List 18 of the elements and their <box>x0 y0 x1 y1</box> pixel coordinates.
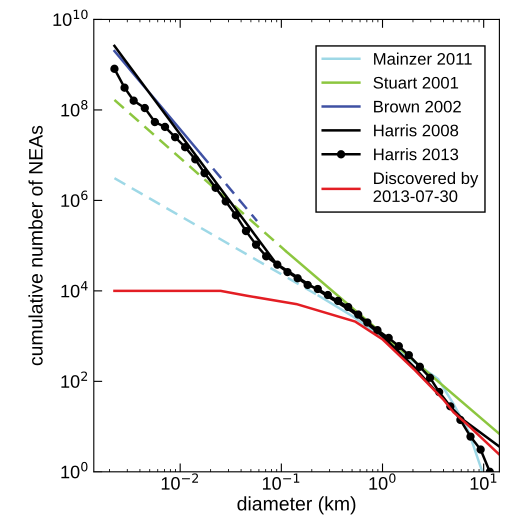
legend-label: Brown 2002 <box>374 100 461 113</box>
legend-label: Stuart 2001 <box>373 76 458 89</box>
y-tick-label: 10$^{4}$ <box>61 281 88 298</box>
y-tick-label: 10$^{10}$ <box>53 10 88 26</box>
x-tick-label: 10$^{1}$ <box>470 474 496 490</box>
x-tick-label: 10$^{0}$ <box>369 473 396 490</box>
y-tick-label: 10$^{2}$ <box>61 371 88 388</box>
legend-label: Discovered by 2013-07-30 <box>374 172 478 202</box>
x-tick-label: 10$^{−2}$ <box>162 473 198 490</box>
x-axis-title: diameter (km) <box>237 496 356 514</box>
legend-label: Harris 2008 <box>374 124 458 136</box>
legend-label: Harris 2013 <box>374 148 458 160</box>
y-tick-label: 10$^{0}$ <box>61 462 88 478</box>
y-tick-label: 10$^{6}$ <box>61 190 88 207</box>
y-axis-title: cumulative number of NEAs <box>28 126 43 366</box>
x-tick-label: 10$^{−1}$ <box>262 474 300 490</box>
legend-label: Mainzer 2011 <box>374 52 472 65</box>
y-tick-label: 10$^{8}$ <box>61 100 88 117</box>
